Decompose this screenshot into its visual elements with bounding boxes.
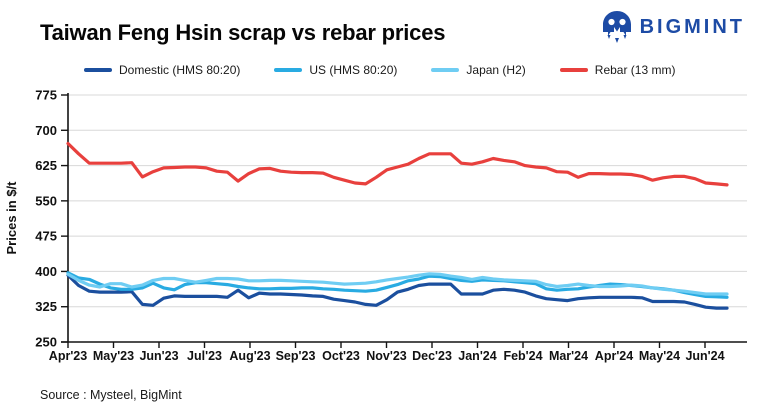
legend-swatch-japan — [431, 68, 460, 72]
x-tick-label: Oct'23 — [322, 349, 360, 363]
line-chart: Prices in $/t 250 325 400 475 550 625 700 775 Ap… — [0, 84, 757, 386]
x-tick-label: Feb'24 — [503, 349, 542, 363]
x-tick-label: Mar'24 — [549, 349, 588, 363]
series-line-domestic-hms-80-20 — [66, 273, 729, 310]
y-axis-title: Prices in $/t — [4, 181, 19, 255]
chart-legend: Domestic (HMS 80:20) US (HMS 80:20) Japa… — [84, 63, 675, 77]
legend-swatch-rebar — [559, 68, 588, 72]
x-tick-label: Sep'23 — [276, 349, 316, 363]
x-tick-label: Jul'23 — [187, 349, 222, 363]
x-tick-label: Dec'23 — [412, 349, 452, 363]
x-tick-label: Aug'23 — [229, 349, 270, 363]
x-tick-label: Apr'24 — [595, 349, 633, 363]
y-tick-label: 325 — [35, 299, 57, 314]
legend-item-us: US (HMS 80:20) — [274, 63, 397, 77]
y-tick-label: 625 — [35, 158, 57, 173]
y-tick-label: 775 — [35, 88, 57, 103]
chart-canvas: Prices in $/t 250 325 400 475 550 625 700 775 Ap… — [4, 88, 747, 363]
series-line-us-hms-80-20 — [66, 271, 729, 299]
x-tick-label: May'23 — [93, 349, 134, 363]
page-title: Taiwan Feng Hsin scrap vs rebar prices — [40, 20, 446, 45]
brand-logo-text: BIGMINT — [639, 15, 745, 38]
y-tick-label: 475 — [35, 229, 57, 244]
y-tick-label: 550 — [35, 193, 57, 208]
x-tick-label: May'24 — [639, 349, 680, 363]
y-tick-label: 400 — [35, 264, 57, 279]
brand-logo: BIGMINT — [601, 10, 745, 44]
x-tick-label: Jan'24 — [458, 349, 496, 363]
series-line-japan-h2 — [66, 272, 729, 296]
y-tick-label: 250 — [35, 335, 57, 350]
x-tick-label: Nov'23 — [366, 349, 407, 363]
legend-swatch-us — [274, 68, 303, 72]
legend-label-japan: Japan (H2) — [466, 63, 526, 77]
legend-label-domestic: Domestic (HMS 80:20) — [119, 63, 241, 77]
legend-item-domestic: Domestic (HMS 80:20) — [84, 63, 240, 77]
legend-item-japan: Japan (H2) — [431, 63, 526, 77]
series-line-rebar-13-mm — [66, 141, 729, 187]
x-tick-label: Jun'23 — [139, 349, 178, 363]
bigmint-icon — [602, 11, 631, 43]
legend-swatch-domestic — [84, 68, 112, 72]
legend-label-rebar: Rebar (13 mm) — [594, 63, 676, 77]
source-note: Source : Mysteel, BigMint — [40, 388, 182, 402]
y-tick-label: 700 — [35, 123, 57, 138]
legend-item-rebar: Rebar (13 mm) — [559, 63, 676, 77]
legend-label-us: US (HMS 80:20) — [309, 63, 398, 77]
x-tick-label: Apr'23 — [49, 349, 87, 363]
x-tick-label: Jun'24 — [685, 349, 724, 363]
